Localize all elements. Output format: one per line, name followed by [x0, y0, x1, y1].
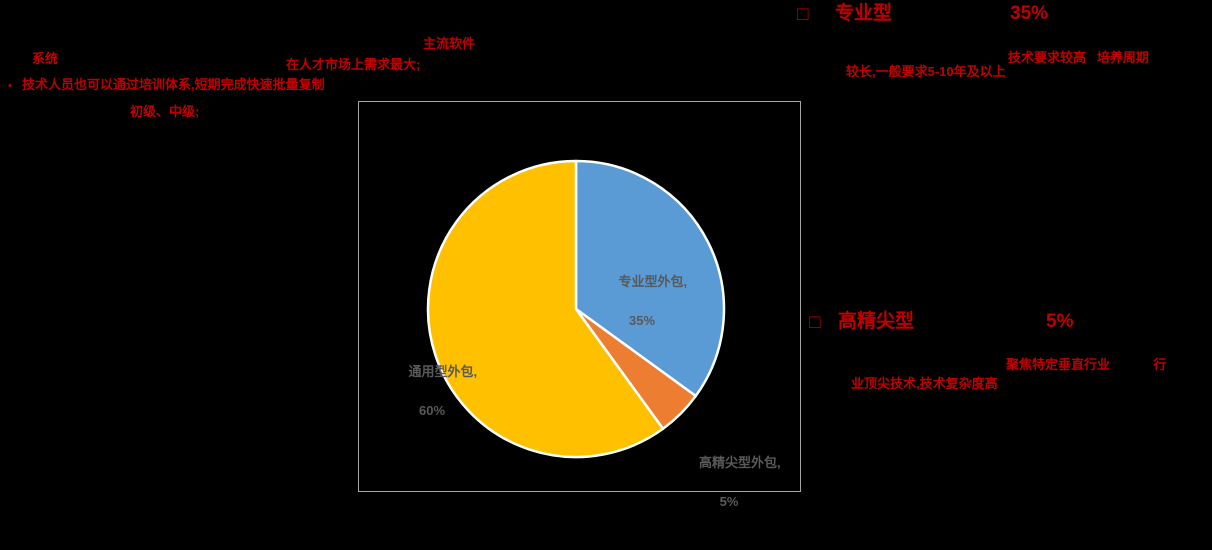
pie-slice[interactable]: [574, 159, 726, 398]
annotation-left-xitong: 系统: [32, 51, 59, 66]
annotation-left-demand: 在人才市场上需求最大;: [286, 57, 421, 72]
square-bullet-icon-professional: □: [797, 4, 809, 25]
annotation-highend-desc-line1: 聚焦特定垂直行业 行: [1006, 357, 1167, 372]
annotation-professional-percent: 35%: [1010, 3, 1049, 24]
pie-label-general-value: 60%: [418, 402, 446, 418]
annotation-professional-desc-line2: 较长,一般要求5-10年及以上: [846, 64, 1006, 79]
pie-label-professional: 专业型外包, 35%: [572, 252, 712, 369]
pie-label-general-name: 通用型外包,: [408, 363, 478, 379]
bullet-dot-icon: •: [8, 80, 12, 92]
annotation-professional-desc-line1: 技术要求较高 培养周期: [1008, 50, 1149, 65]
pie-chart-svg[interactable]: [359, 102, 802, 493]
annotation-left-levels: 初级、中级;: [130, 104, 200, 119]
square-bullet-icon-highend: □: [809, 312, 821, 333]
annotation-professional-title: 专业型: [835, 3, 893, 24]
pie-label-professional-value: 35%: [628, 312, 656, 328]
pie-label-highend: 高精尖型外包, 5%: [664, 433, 794, 550]
pie-label-highend-name: 高精尖型外包,: [699, 454, 781, 470]
pie-slice-group: [426, 159, 726, 459]
pie-slice[interactable]: [426, 159, 665, 459]
annotation-highend-desc-line2: 业顶尖技术,技术复杂度高: [851, 376, 998, 391]
annotation-left-mainstream-software: 主流软件: [423, 36, 476, 51]
annotation-highend-percent: 5%: [1046, 311, 1074, 332]
annotation-highend-title: 高精尖型: [838, 311, 915, 332]
pie-label-highend-value: 5%: [719, 493, 739, 509]
pie-label-professional-name: 专业型外包,: [618, 273, 688, 289]
pie-label-general: 通用型外包, 60%: [362, 342, 502, 459]
chart-frame: 专业型外包, 35% 通用型外包, 60% 高精尖型外包, 5%: [358, 101, 802, 509]
annotation-left-training: 技术人员也可以通过培训体系,短期完成快速批量复制: [22, 77, 325, 92]
pie-chart[interactable]: 专业型外包, 35% 通用型外包, 60% 高精尖型外包, 5%: [359, 102, 802, 509]
